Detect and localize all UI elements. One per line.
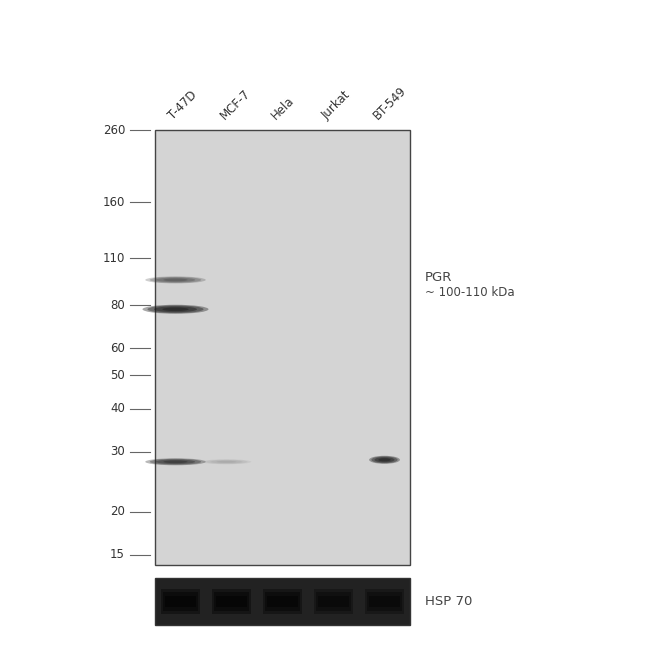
- Bar: [155, 578, 410, 625]
- Bar: [163, 592, 198, 610]
- Bar: [318, 596, 349, 606]
- Ellipse shape: [156, 460, 195, 464]
- Text: 30: 30: [111, 445, 125, 458]
- Ellipse shape: [378, 458, 391, 462]
- Ellipse shape: [374, 457, 395, 462]
- Text: ~ 100-110 kDa: ~ 100-110 kDa: [425, 285, 515, 298]
- Text: Hela: Hela: [268, 94, 296, 122]
- Bar: [213, 589, 251, 614]
- Text: 50: 50: [111, 369, 125, 382]
- Text: HSP 70: HSP 70: [425, 595, 473, 608]
- Ellipse shape: [371, 456, 398, 463]
- Ellipse shape: [369, 456, 400, 464]
- Bar: [161, 589, 200, 614]
- Ellipse shape: [205, 460, 248, 464]
- Ellipse shape: [156, 278, 195, 282]
- Ellipse shape: [162, 307, 188, 311]
- Ellipse shape: [211, 460, 242, 463]
- Ellipse shape: [154, 306, 197, 312]
- Text: Jurkat: Jurkat: [319, 88, 353, 122]
- Text: 60: 60: [110, 342, 125, 355]
- Ellipse shape: [142, 305, 209, 314]
- Text: BT-549: BT-549: [370, 84, 408, 122]
- Text: T-47D: T-47D: [166, 88, 200, 122]
- Text: 20: 20: [110, 506, 125, 519]
- Bar: [367, 592, 402, 610]
- Text: MCF-7: MCF-7: [217, 86, 253, 122]
- Ellipse shape: [202, 460, 252, 464]
- Bar: [216, 596, 247, 606]
- Bar: [263, 589, 302, 614]
- Bar: [316, 592, 351, 610]
- Ellipse shape: [145, 276, 206, 283]
- Text: 260: 260: [103, 124, 125, 136]
- Ellipse shape: [150, 277, 202, 283]
- Bar: [214, 592, 249, 610]
- Ellipse shape: [163, 278, 188, 281]
- Bar: [365, 589, 404, 614]
- Text: 110: 110: [103, 252, 125, 265]
- Bar: [155, 130, 410, 565]
- Ellipse shape: [216, 461, 237, 463]
- Bar: [266, 596, 298, 606]
- Text: 160: 160: [103, 196, 125, 209]
- Text: PGR: PGR: [425, 270, 452, 283]
- Ellipse shape: [148, 306, 203, 313]
- Text: 40: 40: [110, 402, 125, 415]
- Text: 80: 80: [111, 299, 125, 312]
- Ellipse shape: [145, 458, 206, 465]
- Bar: [165, 596, 196, 606]
- Bar: [315, 589, 352, 614]
- Bar: [369, 596, 400, 606]
- Text: 15: 15: [110, 548, 125, 561]
- Bar: [265, 592, 300, 610]
- Ellipse shape: [150, 459, 202, 465]
- Ellipse shape: [163, 460, 188, 463]
